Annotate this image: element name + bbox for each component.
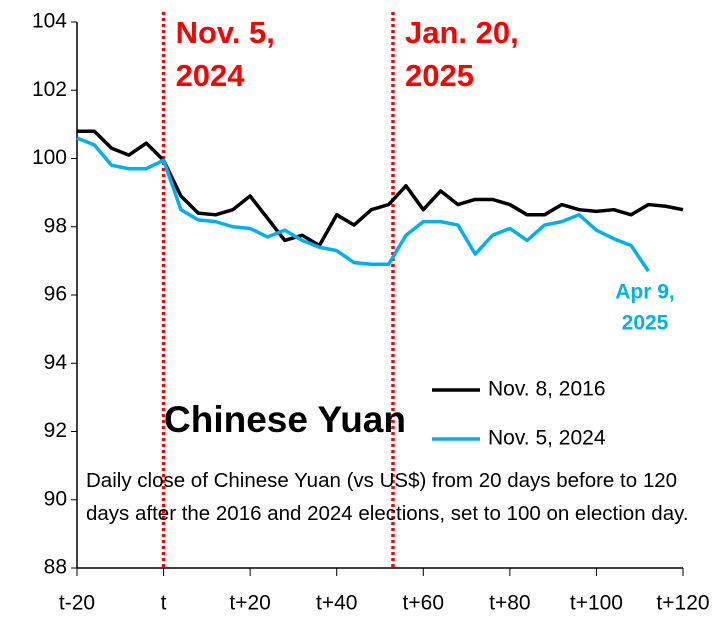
x-tick-label: t+60 bbox=[403, 592, 444, 615]
y-tick-label: 98 bbox=[44, 214, 67, 237]
end-label: Apr 9, bbox=[615, 281, 675, 304]
legend-label: Nov. 8, 2016 bbox=[488, 378, 606, 401]
x-tick-label: t-20 bbox=[59, 592, 95, 615]
event-label: 2025 bbox=[405, 58, 474, 93]
x-tick-label: t+80 bbox=[489, 592, 530, 615]
note: Daily close of Chinese Yuan (vs US$) fro… bbox=[86, 469, 689, 525]
series-line bbox=[77, 129, 684, 248]
y-tick-label: 96 bbox=[44, 283, 67, 306]
x-tick-label: t+120 bbox=[656, 592, 709, 615]
y-tick-label: 90 bbox=[44, 487, 67, 510]
x-tick-label: t+100 bbox=[570, 592, 623, 615]
end-label: 2025 bbox=[622, 312, 669, 335]
series-line bbox=[76, 136, 650, 273]
x-tick-label: t bbox=[161, 592, 167, 615]
y-tick-label: 100 bbox=[32, 146, 67, 169]
y-tick-label: 104 bbox=[32, 10, 67, 33]
x-tick-label: t+20 bbox=[229, 592, 270, 615]
event-label: 2024 bbox=[176, 58, 246, 93]
event-label: Nov. 5, bbox=[176, 15, 275, 50]
event-label: Jan. 20, bbox=[405, 15, 519, 50]
y-tick-label: 94 bbox=[44, 351, 68, 374]
chart-title: Chinese Yuan bbox=[164, 399, 406, 440]
y-tick-label: 102 bbox=[32, 78, 67, 101]
y-tick-label: 88 bbox=[44, 556, 67, 579]
y-tick-label: 92 bbox=[44, 419, 67, 442]
x-tick-label: t+40 bbox=[316, 592, 357, 615]
legend-label: Nov. 5, 2024 bbox=[488, 427, 606, 450]
